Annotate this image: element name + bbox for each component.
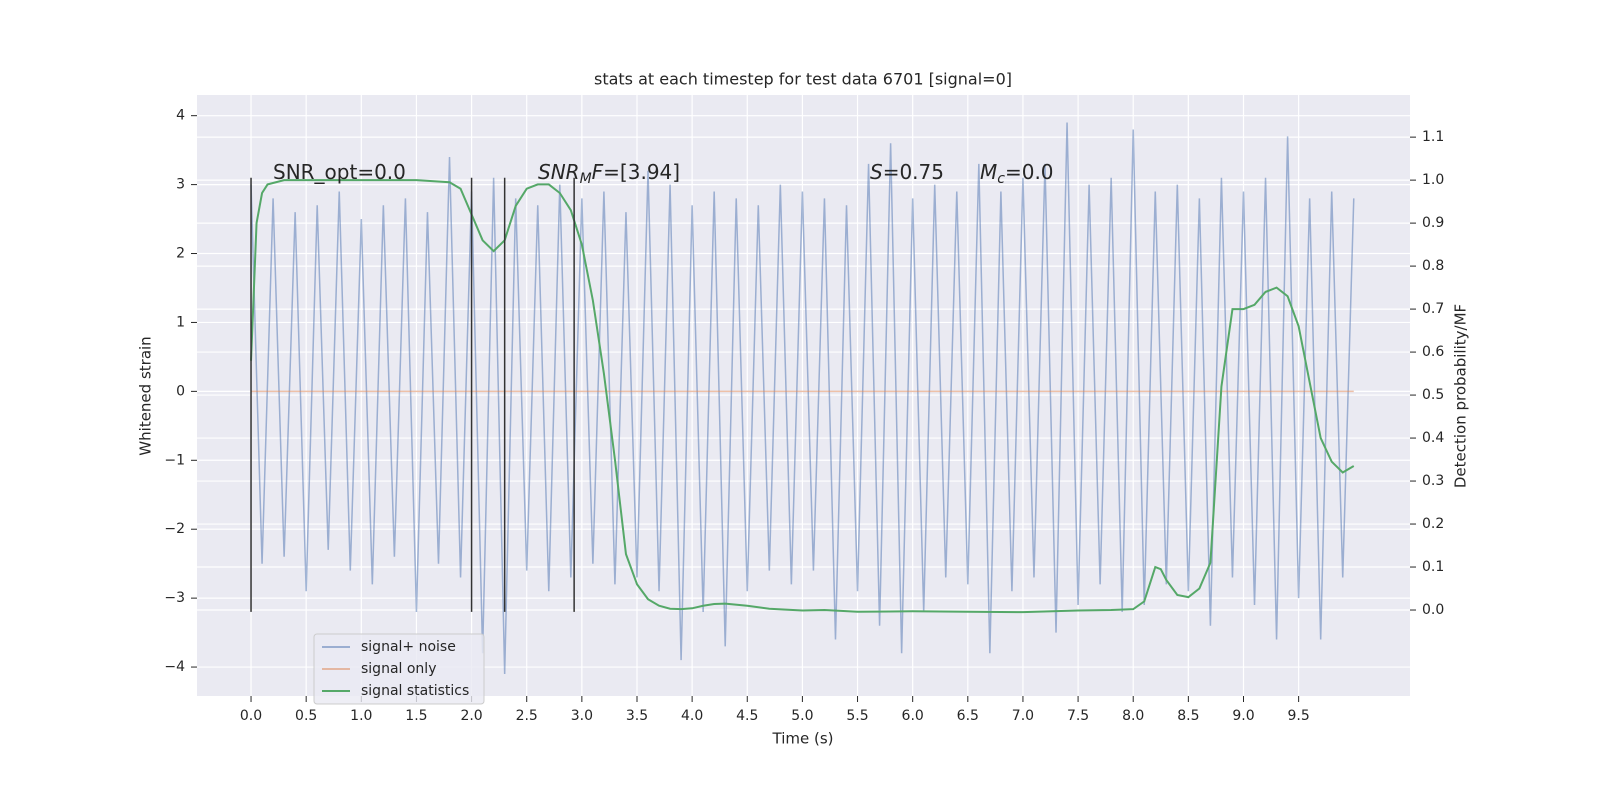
x-tick-label: 9.5	[1287, 708, 1309, 724]
x-tick-label: 0.5	[295, 708, 317, 724]
y2-tick-label: 0.2	[1422, 516, 1444, 532]
y2-tick-label: 0.7	[1422, 301, 1444, 317]
legend-label: signal only	[361, 661, 436, 677]
x-tick-label: 7.5	[1067, 708, 1089, 724]
x-tick-label: 0.0	[240, 708, 262, 724]
x-tick-label: 7.0	[1012, 708, 1034, 724]
y2-tick-label: 0.0	[1422, 602, 1444, 618]
x-tick-label: 4.0	[681, 708, 703, 724]
annotation: SNRMF=[3.94]	[538, 160, 680, 188]
y-axis-label: Whitened strain	[137, 336, 155, 455]
annotation-part: M	[980, 160, 997, 184]
x-tick-label: 5.5	[846, 708, 868, 724]
annotation-part: F	[592, 160, 604, 184]
y2-tick-label: 0.1	[1422, 559, 1444, 575]
y2-tick-label: 0.3	[1422, 473, 1444, 489]
y-tick-label: −4	[164, 659, 185, 675]
annotation-part: =0.0	[1005, 160, 1054, 184]
annotation-part: =0.75	[883, 160, 944, 184]
y-tick-label: 0	[176, 383, 185, 399]
y-tick-label: 4	[176, 108, 185, 124]
x-tick-label: 1.0	[350, 708, 372, 724]
y-tick-label: −1	[164, 452, 185, 468]
y-tick-label: 2	[176, 246, 185, 262]
x-tick-label: 2.0	[460, 708, 482, 724]
series-line	[250, 122, 1355, 674]
x-tick-label: 8.0	[1122, 708, 1144, 724]
legend-label: signal statistics	[361, 683, 469, 699]
x-tick-label: 5.0	[791, 708, 813, 724]
x-tick-label: 6.0	[902, 708, 924, 724]
x-tick-label: 3.0	[571, 708, 593, 724]
chart-title: stats at each timestep for test data 670…	[594, 70, 1012, 89]
y2-tick-label: 1.1	[1422, 129, 1444, 145]
y2-tick-label: 0.8	[1422, 258, 1444, 274]
x-tick-label: 4.5	[736, 708, 758, 724]
legend-box	[313, 633, 485, 705]
annotation: SNR_opt=0.0	[273, 160, 406, 184]
legend-label: signal+ noise	[361, 639, 456, 655]
annotation-part: S	[870, 160, 883, 184]
annotation-part: M	[580, 171, 592, 187]
y-tick-label: −2	[164, 521, 185, 537]
annotation-part: SNR_opt=0.0	[273, 160, 406, 184]
x-tick-label: 9.0	[1232, 708, 1254, 724]
x-tick-label: 8.5	[1177, 708, 1199, 724]
x-tick-label: 1.5	[405, 708, 427, 724]
series-line	[250, 179, 1355, 614]
annotation-part: SNR	[538, 160, 580, 184]
y2-tick-label: 0.5	[1422, 387, 1444, 403]
y-tick-label: −3	[164, 590, 185, 606]
x-axis-label: Time (s)	[772, 730, 834, 748]
annotation: S=0.75	[870, 160, 944, 184]
x-tick-label: 6.5	[957, 708, 979, 724]
y-tick-label: 3	[176, 177, 185, 193]
y2-tick-label: 1.0	[1422, 172, 1444, 188]
x-tick-label: 3.5	[626, 708, 648, 724]
y2-tick-label: 0.6	[1422, 344, 1444, 360]
annotation-part: =[3.94]	[603, 160, 680, 184]
y2-tick-label: 0.4	[1422, 430, 1444, 446]
x-tick-label: 2.5	[516, 708, 538, 724]
annotation: Mc=0.0	[980, 160, 1054, 188]
y-tick-label: 1	[176, 314, 185, 330]
y2-tick-label: 0.9	[1422, 215, 1444, 231]
annotation-part: c	[997, 171, 1005, 187]
y2-axis-label: Detection probability/MF	[1452, 304, 1470, 488]
